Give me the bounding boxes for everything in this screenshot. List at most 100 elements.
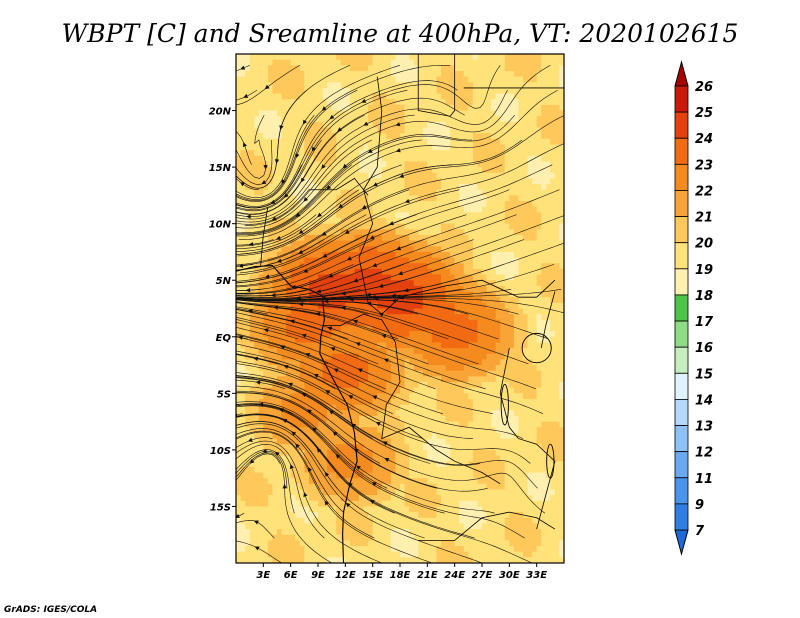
field-cell <box>258 82 264 89</box>
field-cell <box>349 331 356 338</box>
field-cell <box>313 274 319 281</box>
field-cell <box>532 370 538 377</box>
field-cell <box>295 410 301 417</box>
field-cell <box>441 257 447 264</box>
field-cell <box>363 410 369 417</box>
field-cell <box>418 280 424 287</box>
field-cell <box>486 308 492 315</box>
field-cell <box>290 404 296 411</box>
field-cell <box>523 76 529 83</box>
field-cell <box>450 65 456 72</box>
field-cell <box>463 274 469 281</box>
field-cell <box>363 201 369 208</box>
field-cell <box>263 308 269 315</box>
field-cell <box>491 432 497 440</box>
field-cell <box>422 263 428 270</box>
field-cell <box>454 348 460 355</box>
field-cell <box>441 376 447 383</box>
field-cell <box>245 189 251 196</box>
field-cell <box>331 189 337 196</box>
field-cell <box>523 285 529 293</box>
field-cell <box>431 65 438 72</box>
field-cell <box>472 348 479 355</box>
field-cell <box>518 93 524 100</box>
field-cell <box>436 82 442 89</box>
field-cell <box>472 195 479 202</box>
field-cell <box>368 121 374 129</box>
field-cell <box>468 251 474 259</box>
field-cell <box>381 161 387 168</box>
field-cell <box>258 359 264 366</box>
field-cell <box>372 87 378 95</box>
field-cell <box>359 93 365 100</box>
field-cell <box>263 110 269 117</box>
field-cell <box>554 421 561 428</box>
field-cell <box>304 291 310 298</box>
field-cell <box>318 172 324 180</box>
field-cell <box>541 404 547 411</box>
field-cell <box>345 65 351 72</box>
field-cell <box>404 229 410 236</box>
field-cell <box>359 110 365 117</box>
field-cell <box>277 251 283 259</box>
field-cell <box>504 195 510 202</box>
field-cell <box>345 172 351 180</box>
field-cell <box>418 189 424 196</box>
field-cell <box>290 229 296 236</box>
field-cell <box>390 325 397 332</box>
field-cell <box>541 348 547 355</box>
field-cell <box>559 82 564 89</box>
field-cell <box>359 348 365 355</box>
field-cell <box>359 342 365 349</box>
field-cell <box>545 325 551 332</box>
field-cell <box>322 348 328 355</box>
field-cell <box>441 104 447 112</box>
field-cell <box>445 421 451 428</box>
field-cell <box>504 133 510 140</box>
field-cell <box>377 348 383 355</box>
field-cell <box>468 184 474 191</box>
field-cell <box>400 421 406 428</box>
field-cell <box>281 59 287 66</box>
field-cell <box>454 398 460 406</box>
field-cell <box>536 410 542 417</box>
field-cell <box>354 398 360 406</box>
field-cell <box>418 336 424 344</box>
field-cell <box>340 178 346 185</box>
field-cell <box>459 285 465 293</box>
field-cell <box>363 104 369 112</box>
field-cell <box>541 212 547 219</box>
field-cell <box>258 314 264 321</box>
field-cell <box>249 325 255 332</box>
field-cell <box>313 246 319 253</box>
field-cell <box>381 99 387 106</box>
field-cell <box>445 212 451 219</box>
field-cell <box>509 251 515 259</box>
field-cell <box>313 387 319 394</box>
field-cell <box>532 314 538 321</box>
field-cell <box>441 297 447 304</box>
field-cell <box>513 218 520 225</box>
field-cell <box>240 280 246 287</box>
field-cell <box>336 251 342 259</box>
field-cell <box>422 370 428 377</box>
field-cell <box>349 291 356 298</box>
field-cell <box>267 291 274 298</box>
field-cell <box>445 110 451 117</box>
field-cell <box>527 54 533 61</box>
field-cell <box>286 116 292 123</box>
field-cell <box>436 195 442 202</box>
field-cell <box>509 99 515 106</box>
field-cell <box>445 234 451 242</box>
field-cell <box>427 348 433 355</box>
field-cell <box>418 82 424 89</box>
field-cell <box>454 421 460 428</box>
field-cell <box>304 144 310 151</box>
field-cell <box>454 218 460 225</box>
field-cell <box>513 189 520 196</box>
field-cell <box>400 184 406 191</box>
field-cell <box>245 172 251 180</box>
field-cell <box>422 438 428 445</box>
field-cell <box>299 184 305 191</box>
field-cell <box>263 353 269 360</box>
